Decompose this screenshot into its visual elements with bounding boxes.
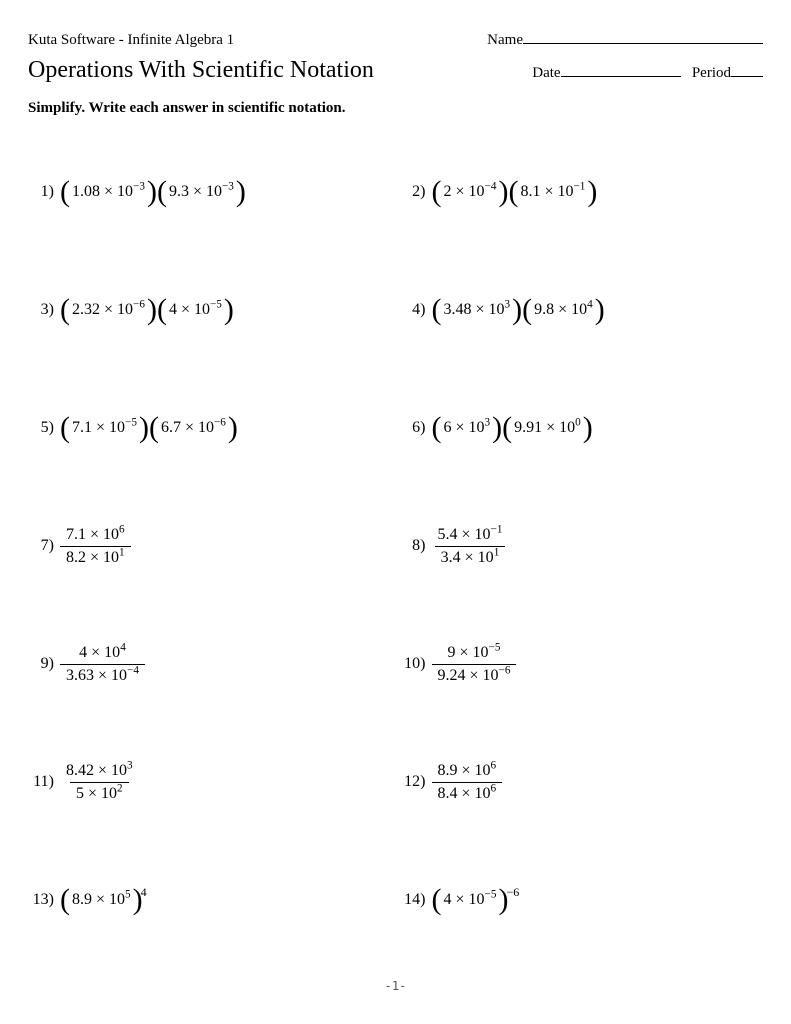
problem: 7)7.1 × 1068.2 × 101	[28, 487, 392, 605]
date-period: Date Period	[532, 65, 763, 82]
expression: (7.1 × 10−5)(6.7 × 10−6)	[60, 413, 238, 443]
problem-number: 1)	[28, 183, 60, 201]
worksheet-title: Operations With Scientific Notation	[28, 57, 374, 84]
problem-number: 4)	[400, 301, 432, 319]
expression: 8.42 × 1035 × 102	[60, 762, 139, 803]
expression: (8.9 × 105)4	[60, 885, 149, 915]
expression: (3.48 × 103)(9.8 × 104)	[432, 295, 605, 325]
problem-number: 2)	[400, 183, 432, 201]
page-number: -1-	[28, 979, 763, 993]
problem: 8)5.4 × 10−13.4 × 101	[400, 487, 764, 605]
expression: 9 × 10−59.24 × 10−6	[432, 644, 517, 685]
problem: 6)(6 × 103)(9.91 × 100)	[400, 369, 764, 487]
problem-grid: 1)(1.08 × 10−3)(9.3 × 10−3)2)(2 × 10−4)(…	[28, 133, 763, 959]
problem-number: 3)	[28, 301, 60, 319]
problem: 1)(1.08 × 10−3)(9.3 × 10−3)	[28, 133, 392, 251]
expression: (2 × 10−4)(8.1 × 10−1)	[432, 177, 598, 207]
expression: (1.08 × 10−3)(9.3 × 10−3)	[60, 177, 246, 207]
problem: 10)9 × 10−59.24 × 10−6	[400, 605, 764, 723]
problem: 9)4 × 1043.63 × 10−4	[28, 605, 392, 723]
problem: 11)8.42 × 1035 × 102	[28, 723, 392, 841]
expression: (6 × 103)(9.91 × 100)	[432, 413, 593, 443]
problem-number: 5)	[28, 419, 60, 437]
software-name: Kuta Software - Infinite Algebra 1	[28, 32, 234, 49]
name-field: Name	[487, 32, 763, 49]
expression: 8.9 × 1068.4 × 106	[432, 762, 503, 803]
instructions: Simplify. Write each answer in scientifi…	[28, 100, 763, 117]
problem-number: 8)	[400, 537, 432, 555]
period-blank	[731, 76, 763, 77]
problem: 3)(2.32 × 10−6)(4 × 10−5)	[28, 251, 392, 369]
problem-number: 10)	[400, 655, 432, 673]
expression: (2.32 × 10−6)(4 × 10−5)	[60, 295, 234, 325]
problem: 13)(8.9 × 105)4	[28, 841, 392, 959]
problem: 4)(3.48 × 103)(9.8 × 104)	[400, 251, 764, 369]
problem: 5)(7.1 × 10−5)(6.7 × 10−6)	[28, 369, 392, 487]
problem: 2)(2 × 10−4)(8.1 × 10−1)	[400, 133, 764, 251]
problem-number: 9)	[28, 655, 60, 673]
title-row: Operations With Scientific Notation Date…	[28, 55, 763, 92]
header-row: Kuta Software - Infinite Algebra 1 Name	[28, 32, 763, 49]
problem-number: 13)	[28, 891, 60, 909]
expression: 5.4 × 10−13.4 × 101	[432, 526, 509, 567]
expression: 7.1 × 1068.2 × 101	[60, 526, 131, 567]
problem: 12)8.9 × 1068.4 × 106	[400, 723, 764, 841]
expression: (4 × 10−5)−6	[432, 885, 522, 915]
name-blank	[523, 43, 763, 44]
problem-number: 7)	[28, 537, 60, 555]
problem-number: 11)	[28, 773, 60, 791]
date-blank	[561, 76, 681, 77]
problem: 14)(4 × 10−5)−6	[400, 841, 764, 959]
problem-number: 12)	[400, 773, 432, 791]
problem-number: 14)	[400, 891, 432, 909]
expression: 4 × 1043.63 × 10−4	[60, 644, 145, 685]
problem-number: 6)	[400, 419, 432, 437]
